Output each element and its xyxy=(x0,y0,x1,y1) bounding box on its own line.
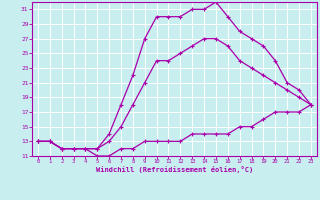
X-axis label: Windchill (Refroidissement éolien,°C): Windchill (Refroidissement éolien,°C) xyxy=(96,166,253,173)
